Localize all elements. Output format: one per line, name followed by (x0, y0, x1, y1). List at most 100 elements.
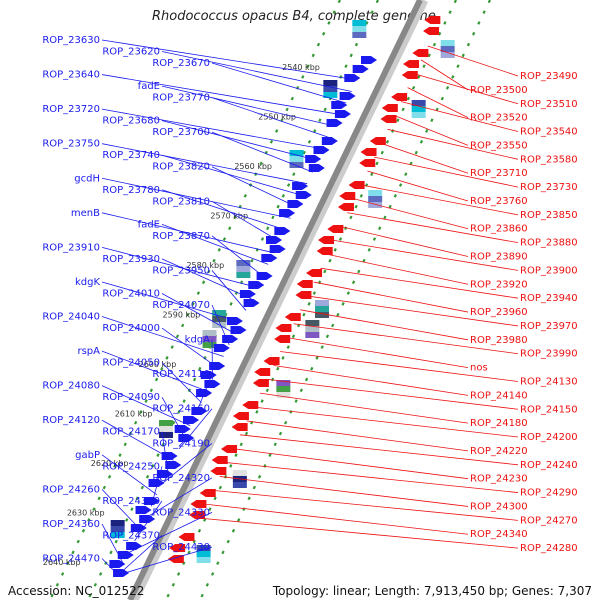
left-gene-label: ROP_24090 (102, 392, 160, 403)
feature-block (411, 100, 426, 106)
left-label-connector (211, 304, 230, 346)
reverse-gene-arrow (263, 357, 280, 365)
right-label-connector (226, 462, 519, 493)
forward-gene-arrow (308, 164, 325, 172)
left-label-connector (211, 270, 247, 311)
right-label-connector (400, 101, 519, 132)
feature-block (289, 156, 304, 162)
reverse-gene-arrow (380, 115, 397, 123)
left-label-connector (211, 235, 263, 277)
kbp-tick-label: 2630 kbp (67, 509, 105, 518)
left-label-connector (101, 385, 191, 427)
left-label-connector (162, 442, 213, 484)
left-gene-label: ROP_24250 (102, 461, 160, 472)
left-gene-label: ROP_24010 (102, 288, 160, 299)
right-gene-label: ROP_23940 (520, 293, 578, 304)
feature-block (289, 162, 304, 168)
feature-block (232, 482, 247, 488)
feature-block (368, 196, 383, 202)
left-label-connector (161, 154, 302, 196)
left-gene-label: ROP_23680 (102, 116, 160, 127)
feature-block (352, 32, 367, 38)
right-label-connector (212, 489, 519, 521)
right-label-connector (420, 59, 469, 91)
reverse-gene-arrow (231, 423, 248, 431)
right-gene-label: ROP_23900 (520, 265, 578, 276)
reverse-gene-arrow (412, 49, 429, 57)
left-gene-label: ROP_23750 (42, 139, 100, 150)
left-gene-label: ROP_24320 (152, 473, 210, 484)
right-gene-label: ROP_23860 (470, 224, 528, 235)
left-label-connector (161, 327, 219, 369)
feature-blocks (110, 20, 455, 563)
forward-gene-arrow (274, 227, 291, 235)
feature-block (196, 551, 211, 557)
reverse-gene-arrow (318, 236, 335, 244)
left-gene-label: ROP_24070 (152, 300, 210, 311)
reverse-gene-arrow (360, 148, 377, 156)
reverse-gene-arrow (391, 93, 408, 101)
right-label-connector (313, 281, 469, 313)
reverse-gene-arrow (423, 27, 440, 35)
feature-block (368, 202, 383, 208)
left-gene-label: ROP_24080 (42, 381, 100, 392)
right-label-connector (306, 295, 519, 327)
reverse-gene-arrow (274, 335, 291, 343)
forward-gene-arrow (279, 209, 296, 217)
accession-text: Accession: NC_012522 (8, 584, 145, 598)
feature-block (159, 420, 174, 426)
left-label-connector (161, 431, 169, 472)
feature-block (368, 190, 383, 196)
right-gene-label: ROP_23500 (470, 85, 528, 96)
feature-block (315, 300, 330, 306)
right-gene-label: ROP_23880 (520, 238, 578, 249)
right-label-connector (239, 434, 519, 466)
forward-gene-arrow (266, 236, 283, 244)
left-gene-label: ROP_23630 (42, 35, 100, 46)
left-gene-label: ROP_23870 (152, 231, 210, 242)
left-label-connector (101, 247, 258, 288)
reverse-gene-arrow (232, 412, 249, 420)
right-gene-label: ROP_24290 (520, 488, 578, 499)
left-label-connector (101, 212, 274, 254)
right-label-connector (246, 420, 469, 452)
left-label-connector (161, 120, 319, 162)
left-gene-label: kdgA (185, 335, 210, 346)
left-gene-label: ROP_24370 (102, 530, 160, 541)
reverse-gene-arrow (348, 181, 365, 189)
right-label-connector (266, 378, 519, 410)
forward-gene-arrow (321, 137, 338, 145)
forward-gene-arrow (313, 146, 330, 154)
forward-gene-arrow (113, 569, 130, 577)
kbp-tick-label: 2640 kbp (43, 558, 81, 567)
feature-block (289, 150, 304, 156)
feature-block (110, 520, 125, 526)
right-label-connector (199, 517, 519, 549)
reverse-gene-arrow (424, 16, 441, 24)
right-label-connector (407, 87, 469, 119)
feature-block (305, 326, 320, 332)
left-gene-label: ROP_23740 (102, 150, 160, 161)
backbone-line (127, 0, 423, 600)
left-gene-label: ROP_24260 (42, 484, 100, 495)
left-gene-label: ROP_24170 (102, 427, 160, 438)
feature-block (196, 545, 211, 551)
forward-gene-arrow (331, 101, 348, 109)
left-gene-label: kdgK (75, 277, 100, 288)
forward-gene-arrow (361, 56, 378, 64)
left-gene-label: ROP_23700 (152, 127, 210, 138)
right-gene-label: ROP_24180 (470, 418, 528, 429)
reverse-gene-arrow (220, 445, 237, 453)
left-gene-label: ROP_23640 (42, 70, 100, 81)
left-gene-label: ROP_24120 (42, 415, 100, 426)
left-gene-label: ROP_24330 (152, 507, 210, 518)
right-gene-label: ROP_23890 (470, 252, 528, 263)
right-label-connector (333, 240, 519, 271)
right-gene-label: ROP_24340 (470, 529, 528, 540)
left-gene-label: ROP_24160 (152, 404, 210, 415)
right-label-connector (253, 406, 519, 438)
right-gene-label: ROP_23710 (470, 168, 528, 179)
left-label-connector (211, 200, 280, 242)
left-label-connector (150, 466, 163, 507)
